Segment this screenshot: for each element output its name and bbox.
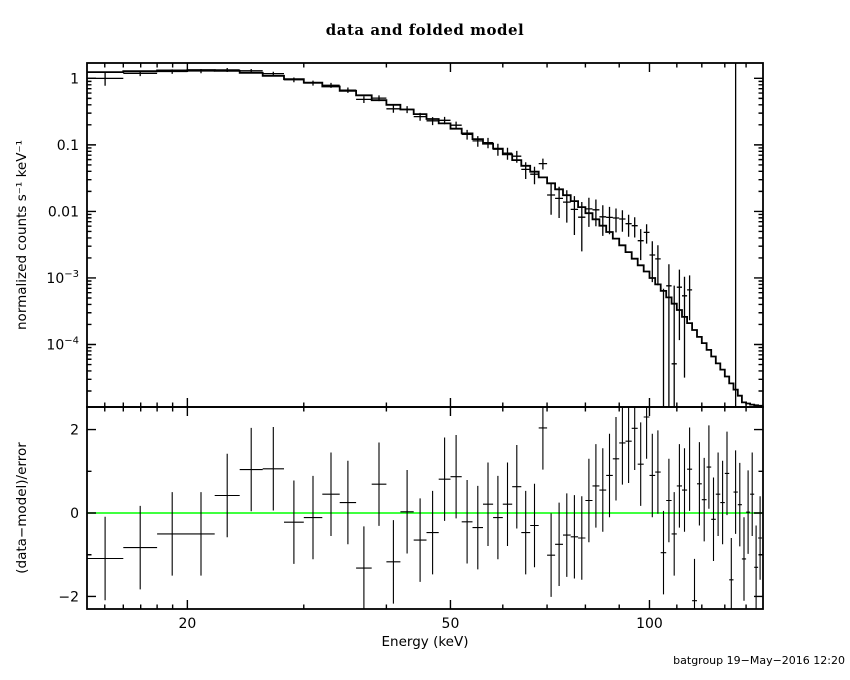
tick-label: 100 (636, 616, 663, 632)
tick-label: 50 (442, 616, 460, 632)
tick-label: 10−4 (46, 335, 79, 353)
y-axis-label-residuals: (data−model)/error (14, 442, 30, 574)
y-axis-label-spectrum: normalized counts s⁻¹ keV⁻¹ (14, 140, 30, 330)
tick-label: 0.01 (48, 204, 79, 220)
model-histogram (87, 69, 763, 407)
tick-label: −2 (58, 589, 79, 605)
tick-labels: 20 50 100 1 0.1 0.01 10−3 10−4 −2 0 2 (46, 71, 662, 632)
plot-title: data and folded model (325, 21, 525, 39)
tick-label: 2 (70, 423, 79, 439)
timestamp-footer: batgroup 19−May−2016 12:20 (673, 654, 845, 667)
tick-label: 0.1 (57, 138, 79, 154)
spectrum-data-points (87, 68, 693, 407)
x-axis-label: Energy (keV) (381, 634, 469, 650)
tick-label: 1 (70, 71, 79, 87)
plot-frame (86, 62, 764, 610)
tick-label: 0 (70, 506, 79, 522)
tick-label: 10−3 (46, 269, 79, 287)
residual-points (87, 407, 762, 609)
tick-label: 20 (178, 616, 196, 632)
axis-ticks (87, 63, 763, 609)
